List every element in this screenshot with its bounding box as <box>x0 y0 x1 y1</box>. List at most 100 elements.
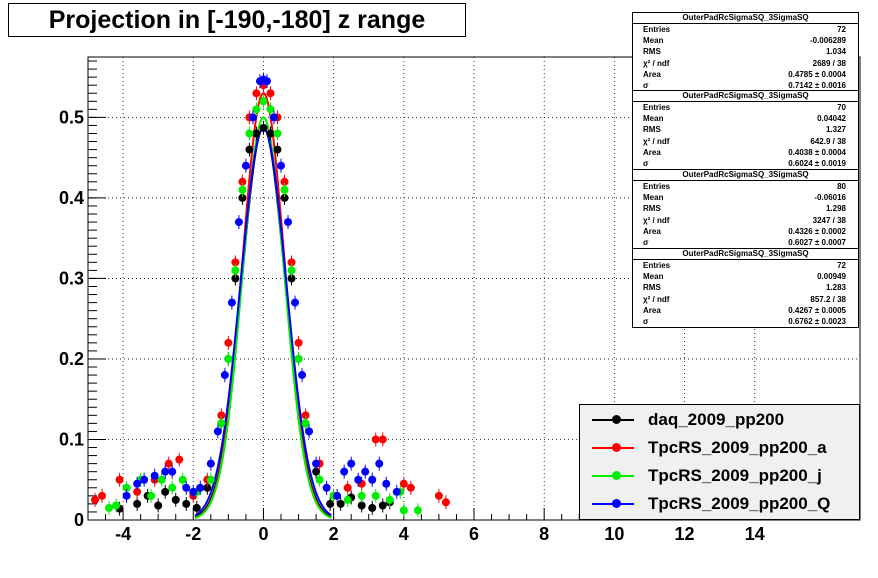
stats-value: -0.006289 <box>809 36 846 46</box>
chart-title: Projection in [-190,-180] z range <box>8 3 466 37</box>
stats-label: χ² / ndf <box>643 215 670 225</box>
data-point <box>368 503 377 512</box>
data-point <box>161 467 170 476</box>
stats-value: 0.04042 <box>817 114 846 124</box>
stats-label: χ² / ndf <box>643 136 670 146</box>
data-point <box>392 487 401 496</box>
stats-row: Mean -0.006289 <box>633 35 858 46</box>
x-tick-label: 8 <box>539 524 549 544</box>
data-point <box>382 479 391 488</box>
data-point <box>231 274 240 283</box>
x-tick-label: -2 <box>185 524 201 544</box>
data-point <box>378 435 387 444</box>
data-point <box>171 495 180 504</box>
data-point <box>361 467 370 476</box>
stats-value: 0.6024 ± 0.0019 <box>788 158 846 168</box>
data-point <box>168 483 177 492</box>
x-tick-label: 2 <box>329 524 339 544</box>
data-point <box>133 499 142 508</box>
data-point <box>98 491 107 500</box>
data-point <box>213 427 222 436</box>
data-point <box>245 145 254 154</box>
stats-row: Mean 0.04042 <box>633 113 858 124</box>
data-point <box>280 185 289 194</box>
data-point <box>291 298 300 307</box>
data-point <box>122 483 131 492</box>
legend-entry: TpcRS_2009_pp200_Q <box>580 489 859 518</box>
data-point <box>273 129 282 138</box>
stats-value: -0.06016 <box>814 193 846 203</box>
stats-row: σ 0.6027 ± 0.0007 <box>633 237 858 248</box>
stats-value: 2689 / 38 <box>812 58 846 68</box>
data-point <box>277 161 285 170</box>
stats-label: Entries <box>643 261 671 270</box>
data-point <box>154 501 163 510</box>
stats-label: Mean <box>643 114 664 124</box>
data-point <box>294 354 303 363</box>
data-point <box>105 503 114 512</box>
stats-label: Area <box>643 226 661 236</box>
stats-label: σ <box>643 158 649 168</box>
stats-value: 72 <box>837 25 846 34</box>
data-point <box>284 218 293 227</box>
stats-row: Mean -0.06016 <box>633 192 858 203</box>
stats-row: Entries 70 <box>633 102 858 113</box>
stats-value: 0.00949 <box>817 272 846 282</box>
data-point <box>91 495 100 504</box>
data-point <box>312 459 321 468</box>
stats-label: σ <box>643 80 649 90</box>
stats-label: RMS <box>643 47 661 57</box>
data-point <box>150 471 159 480</box>
data-point <box>206 475 215 484</box>
legend-label: TpcRS_2009_pp200_j <box>648 465 822 485</box>
legend-entry: daq_2009_pp200 <box>580 405 859 434</box>
data-point <box>175 455 184 464</box>
stats-label: RMS <box>643 283 661 293</box>
data-point <box>224 354 233 363</box>
data-point <box>227 298 236 307</box>
stats-row: Area 0.4038 ± 0.0004 <box>633 147 858 158</box>
data-point <box>315 475 324 484</box>
stats-value: 1.298 <box>825 204 846 214</box>
data-point <box>259 123 268 132</box>
stats-box-name: OuterPadRcSigmaSQ_3SigmaSQ <box>633 249 858 260</box>
y-tick-label: 0.5 <box>59 107 84 127</box>
data-point <box>241 161 250 170</box>
data-point <box>252 129 261 138</box>
data-point <box>164 459 173 468</box>
stats-row: σ 0.6762 ± 0.0023 <box>633 316 858 327</box>
stats-value: 1.283 <box>825 283 846 293</box>
data-point <box>168 467 177 476</box>
data-point <box>298 371 307 380</box>
data-point <box>399 506 408 515</box>
data-point <box>312 467 321 476</box>
chart-legend: daq_2009_pp200 TpcRS_2009_pp200_a TpcRS_20… <box>579 404 860 520</box>
stats-row: σ 0.6024 ± 0.0019 <box>633 158 858 169</box>
stats-row: Area 0.4326 ± 0.0002 <box>633 226 858 237</box>
stats-row: Area 0.4267 ± 0.0005 <box>633 305 858 316</box>
stats-value: 857.2 / 38 <box>810 294 846 304</box>
stats-value: 0.6762 ± 0.0023 <box>788 316 846 326</box>
data-point <box>406 483 415 492</box>
data-point <box>133 487 142 496</box>
stats-value: 0.4326 ± 0.0002 <box>788 226 846 236</box>
x-tick-label: 4 <box>399 524 409 544</box>
stats-label: RMS <box>643 204 661 214</box>
stats-value: 0.6027 ± 0.0007 <box>788 237 846 247</box>
data-point <box>182 483 191 492</box>
stats-label: Mean <box>643 36 664 46</box>
stats-box: OuterPadRcSigmaSQ_3SigmaSQ Entries 72 Mean -… <box>632 12 859 93</box>
data-point <box>112 501 121 510</box>
data-point <box>269 113 278 122</box>
stats-row: σ 0.7142 ± 0.0016 <box>633 80 858 91</box>
data-point <box>399 479 408 488</box>
data-point <box>375 459 384 468</box>
data-point <box>182 499 191 508</box>
data-point <box>378 501 387 510</box>
stats-label: χ² / ndf <box>643 294 670 304</box>
stats-label: Entries <box>643 103 671 112</box>
data-point <box>441 498 450 507</box>
data-point <box>231 266 240 275</box>
data-point <box>262 77 271 86</box>
data-point <box>220 371 229 380</box>
